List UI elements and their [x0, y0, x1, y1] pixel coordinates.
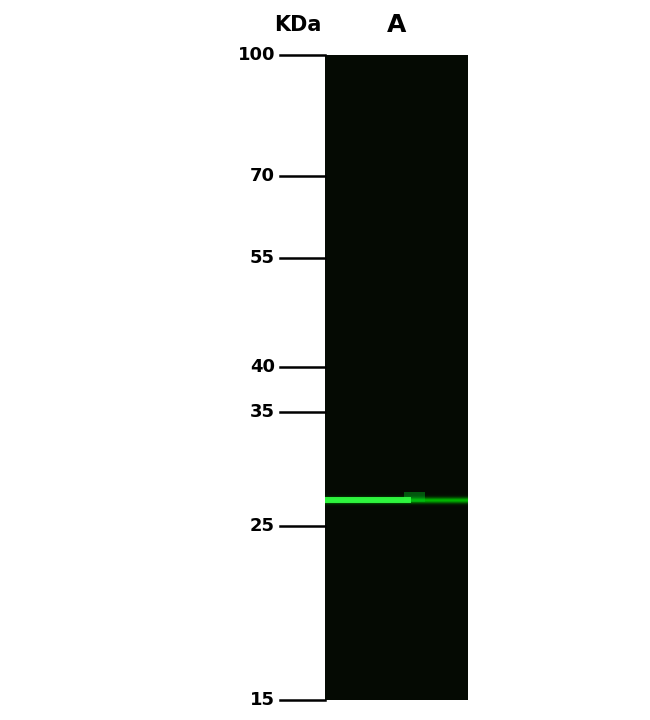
- Text: KDa: KDa: [274, 15, 321, 35]
- Text: 35: 35: [250, 403, 275, 421]
- Text: 25: 25: [250, 518, 275, 536]
- Text: 40: 40: [250, 358, 275, 376]
- Text: 55: 55: [250, 249, 275, 267]
- Text: 100: 100: [237, 46, 275, 64]
- Bar: [325, 497, 411, 503]
- Bar: [325, 55, 468, 700]
- Text: 15: 15: [250, 691, 275, 709]
- Text: 70: 70: [250, 167, 275, 185]
- Bar: [404, 492, 425, 502]
- Text: A: A: [387, 13, 406, 37]
